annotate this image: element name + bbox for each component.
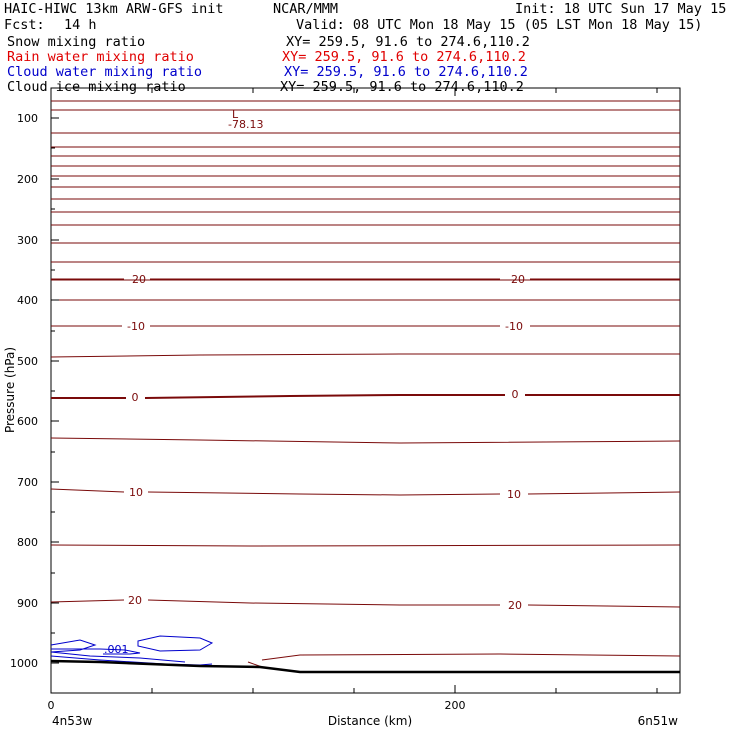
cloud-label: .001	[104, 643, 129, 656]
y-tick-label: 100	[17, 112, 38, 125]
field-snow-xy: XY= 259.5, 91.6 to 274.6,110.2	[286, 34, 530, 50]
x-axis-ticks	[151, 88, 658, 693]
fcst-value: 14 h	[64, 17, 97, 33]
cloud-contour	[50, 639, 97, 653]
cloud-contour	[51, 648, 141, 655]
y-tick-label: 200	[17, 173, 38, 186]
isotherm-label: -20	[507, 273, 525, 286]
isotherms	[50, 278, 681, 668]
y-axis-ticks	[51, 117, 59, 664]
field-cloudwater-xy: XY= 259.5, 91.6 to 274.6,110.2	[284, 64, 528, 80]
cloud-water-contours	[50, 635, 214, 666]
field-snow-name: Snow mixing ratio	[7, 34, 146, 50]
isotherm-other	[50, 544, 681, 547]
left-location: 4n53w	[52, 714, 93, 728]
x-axis-title: Distance (km)	[328, 714, 412, 728]
x-tick-label: 200	[445, 699, 466, 712]
y-tick-label: 600	[17, 415, 38, 428]
isotherm-label: 20	[128, 594, 142, 607]
isotherm-other	[50, 437, 681, 444]
plot-frame	[50, 87, 681, 694]
isotherm-label: -20	[128, 273, 146, 286]
right-location: 6n51w	[638, 714, 679, 728]
init-time: Init: 18 UTC Sun 17 May 15	[515, 1, 727, 17]
isotherm-low	[261, 653, 681, 661]
low-value: -78.13	[228, 118, 263, 131]
y-tick-label: 400	[17, 294, 38, 307]
isotherm-label: 10	[129, 486, 143, 499]
isotherm-20	[50, 599, 681, 608]
y-tick-label: 500	[17, 355, 38, 368]
valid-time: Valid: 08 UTC Mon 18 May 15 (05 LST Mon …	[296, 17, 703, 33]
y-tick-label: 300	[17, 234, 38, 247]
isotherm-other	[50, 353, 680, 358]
cloud-contour	[137, 635, 214, 652]
field-cloudice-name: Cloud ice mixing ratio	[7, 79, 186, 95]
field-cloudwater-name: Cloud water mixing ratio	[7, 64, 203, 80]
isotherm-label: 0	[512, 388, 519, 401]
y-tick-label: 1000	[10, 657, 38, 670]
model-title: HAIC-HIWC 13km ARW-GFS init	[4, 1, 224, 17]
fcst-label: Fcst:	[4, 17, 45, 33]
y-axis-title: Pressure (hPa)	[3, 347, 17, 433]
isotherm-label: -10	[127, 320, 145, 333]
upper-contours	[51, 100, 680, 301]
y-tick-label: 700	[17, 476, 38, 489]
isotherm-10	[50, 488, 681, 496]
isotherm-0	[51, 394, 680, 399]
field-rain-name: Rain water mixing ratio	[7, 49, 194, 65]
isotherm-label: 20	[508, 599, 522, 612]
isotherm-label: 10	[507, 488, 521, 501]
low-marker: L	[232, 108, 239, 121]
org-label: NCAR/MMM	[273, 1, 339, 17]
x-tick-label: 0	[48, 699, 55, 712]
terrain-line	[50, 659, 680, 674]
y-tick-label: 900	[17, 597, 38, 610]
y-tick-label: 800	[17, 536, 38, 549]
isotherm-label: -10	[505, 320, 523, 333]
isotherm-label: 0	[132, 391, 139, 404]
field-rain-xy: XY= 259.5, 91.6 to 274.6,110.2	[282, 49, 526, 65]
field-cloudice-xy: XY= 259.5, 91.6 to 274.6,110.2	[280, 79, 524, 95]
